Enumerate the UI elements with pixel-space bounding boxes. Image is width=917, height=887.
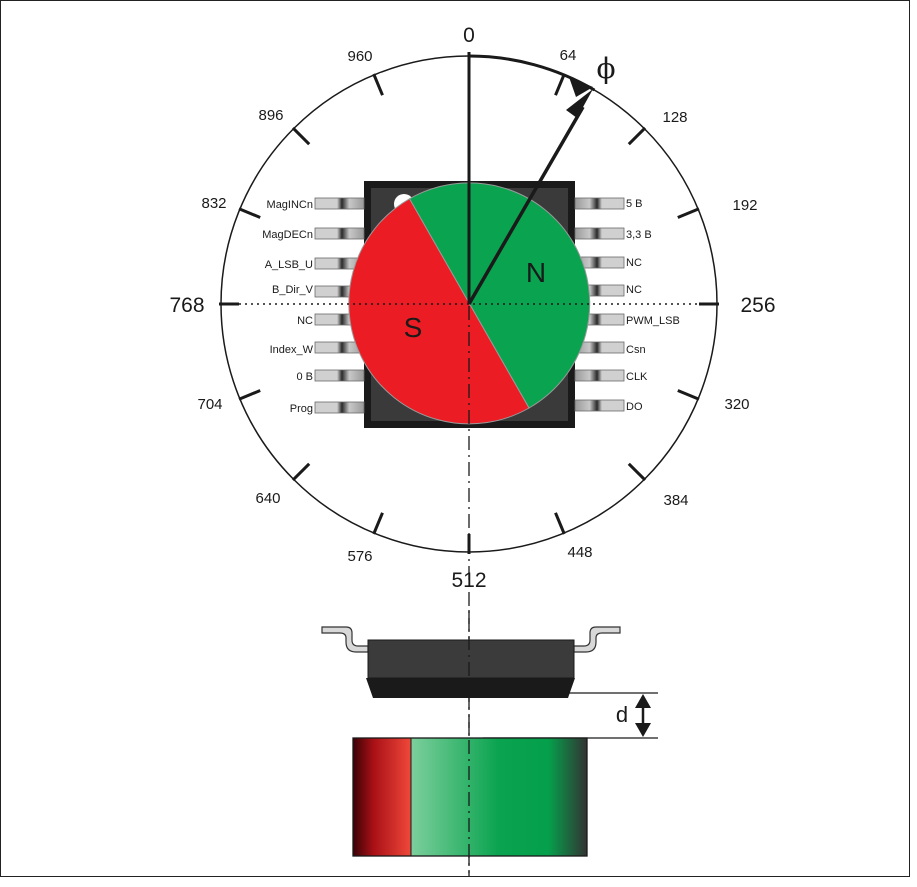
pin-3-3-b [574, 227, 625, 240]
pin-prog [314, 401, 365, 414]
pin-clk [574, 369, 625, 382]
dial-label-960: 960 [347, 48, 372, 65]
dial-tick-64 [554, 73, 566, 96]
pin-0-b [314, 369, 365, 382]
magnet-south-half [348, 198, 530, 425]
dial-label-384: 384 [663, 492, 688, 509]
pin-label-a-lsb-u: A_LSB_U [265, 259, 313, 271]
pin-do [574, 399, 625, 412]
dial-tick-832 [238, 207, 261, 219]
north-label: N [526, 257, 546, 288]
pin-label-index-w: Index_W [270, 344, 314, 356]
magnet-north-half [408, 182, 591, 409]
pin-label-prog: Prog [290, 403, 313, 415]
gap-d-label: d [616, 702, 628, 727]
dial-tick-960 [372, 73, 384, 96]
pin-label-b-dir-v: B_Dir_V [272, 284, 314, 296]
dial-label-128: 128 [662, 109, 687, 126]
pin-label-magdecn: MagDECn [262, 229, 313, 241]
lead-right [573, 626, 621, 653]
pin-label-magincn: MagINCn [267, 199, 313, 211]
dial-label-896: 896 [258, 107, 283, 124]
dial-tick-576 [372, 512, 384, 535]
dial-label-192: 192 [732, 197, 757, 214]
left-pins [314, 197, 365, 414]
pin-magdecn [314, 227, 365, 240]
pin-label-3-3b: 3,3 B [626, 229, 652, 241]
dial-tick-128 [627, 126, 647, 146]
dial-tick-896 [291, 126, 311, 146]
dial-label-640: 640 [255, 490, 280, 507]
dimension-arrow-top [635, 694, 651, 708]
dial-tick-448 [554, 512, 566, 535]
dial-label-320: 320 [724, 396, 749, 413]
dial-label-0: 0 [463, 24, 475, 47]
right-pin-labels: 5 B 3,3 B NC NC PWM_LSB Csn CLK DO [626, 198, 680, 413]
angle-arc-arrowhead [569, 77, 593, 97]
magnet-side-view [352, 737, 588, 857]
dial-tick-384 [627, 462, 647, 482]
dial-labels: 0 64 128 192 256 320 384 448 512 576 640… [169, 24, 775, 592]
dial-label-576: 576 [347, 548, 372, 565]
dial-label-512: 512 [451, 569, 486, 592]
pin-label-nc-right-2: NC [626, 284, 642, 296]
chip-side-base [366, 678, 575, 698]
pin-label-nc-right-1: NC [626, 257, 642, 269]
dial-label-832: 832 [201, 195, 226, 212]
dial-tick-320 [677, 389, 700, 401]
magnet-side-outline [352, 737, 588, 857]
left-pin-labels: MagINCn MagDECn A_LSB_U B_Dir_V NC Index… [262, 199, 313, 415]
pin-label-pwm-lsb: PWM_LSB [626, 315, 680, 327]
lead-left [321, 626, 369, 653]
pin-label-csn: Csn [626, 344, 646, 356]
dial-tick-640 [291, 462, 311, 482]
pin-magincn [314, 197, 365, 210]
magnet-side-north [411, 738, 587, 856]
angle-phi-label: ϕ [596, 52, 615, 85]
dial-label-704: 704 [197, 396, 222, 413]
dial-tick-704 [238, 389, 261, 401]
dial-label-64: 64 [560, 47, 577, 64]
angle-vector [467, 106, 585, 305]
dial-label-768: 768 [169, 294, 204, 317]
pin-label-5b: 5 B [626, 198, 643, 210]
dial-label-256: 256 [740, 294, 775, 317]
dimension-arrow-bottom [635, 723, 651, 737]
pin-label-0b: 0 B [296, 371, 313, 383]
dial-tick-192 [677, 207, 700, 219]
angle-vector-arrowhead [566, 89, 593, 118]
pin-5-b [574, 197, 625, 210]
dial-label-448: 448 [567, 544, 592, 561]
chip-side-view [321, 626, 621, 698]
chip-side-body [367, 639, 575, 679]
pin-label-nc-left: NC [297, 315, 313, 327]
magnet-side-south [353, 738, 411, 856]
pin-label-do: DO [626, 401, 643, 413]
south-label: S [404, 312, 423, 343]
pin-label-clk: CLK [626, 371, 648, 383]
